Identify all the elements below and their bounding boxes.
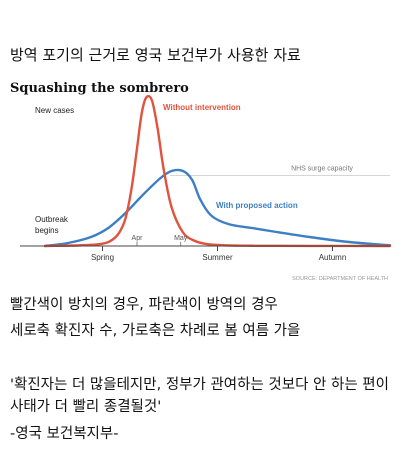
page-heading: 방역 포기의 근거로 영국 보건부가 사용한 자료 <box>10 46 301 64</box>
x-tick-label: Autumn <box>319 253 347 262</box>
series-line-1 <box>43 168 392 248</box>
chart-svg: Squashing the sombrero New cases NHS sur… <box>10 81 392 282</box>
series-label-0: Without intervention <box>163 103 241 112</box>
threshold-group: NHS surge capacity <box>170 166 390 176</box>
x-subtick-label: Apr <box>132 235 144 242</box>
caption-line-1: 빨간색이 방치의 경우, 파란색이 방역의 경우 <box>10 297 278 313</box>
chart-container: Squashing the sombrero New cases NHS sur… <box>0 68 420 288</box>
y-axis-label: New cases <box>35 106 74 115</box>
caption-line-5: -영국 보건복지부- <box>10 426 119 442</box>
caption-line-4: 사태가 더 빨리 종결될것' <box>10 399 162 415</box>
chart-title: Squashing the sombrero <box>10 81 189 96</box>
threshold-label: NHS surge capacity <box>291 166 353 173</box>
caption-line-3: '확진자는 더 많을테지만, 정부가 관여하는 것보다 안 하는 편이 <box>10 377 389 393</box>
series-labels: Without intervention With proposed action <box>163 103 298 210</box>
caption-line-2: 세로축 확진자 수, 가로축은 차례로 봄 여름 가을 <box>10 323 301 339</box>
series-label-1: With proposed action <box>216 201 298 210</box>
annotation-line-2: begins <box>35 226 59 235</box>
annotation-line-1: Outbreak <box>35 215 69 224</box>
x-tick-label: Spring <box>91 253 114 262</box>
source-note: SOURCE: DEPARTMENT OF HEALTH <box>292 276 388 282</box>
x-tick-label: Summer <box>202 253 233 262</box>
x-axis: Spring Summer Autumn Apr May <box>20 235 390 262</box>
x-subtick-label: May <box>174 235 188 242</box>
